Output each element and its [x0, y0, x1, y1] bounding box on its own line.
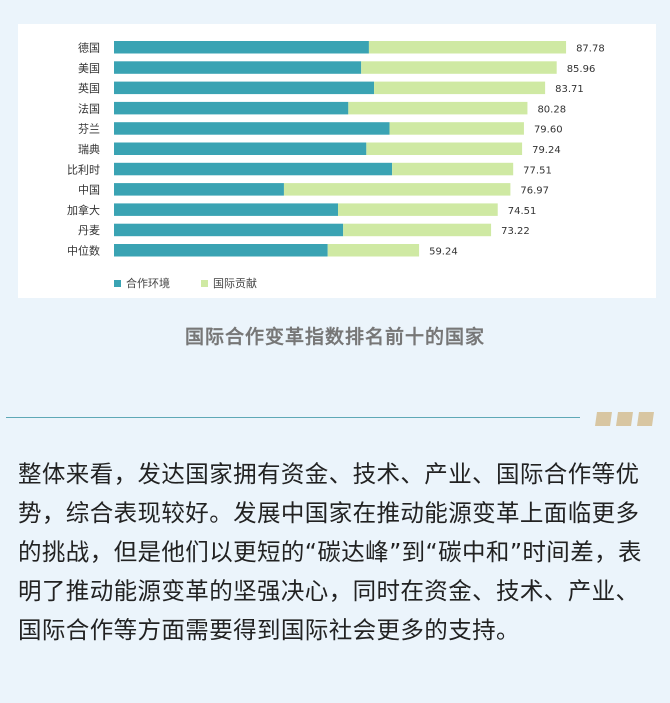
- bar-segment-cooperation: [114, 41, 369, 54]
- total-value-label: 85.96: [567, 64, 596, 75]
- bar-segment-contribution: [361, 61, 557, 74]
- bar-segment-cooperation: [114, 244, 328, 257]
- bar-segment-cooperation: [114, 81, 375, 95]
- category-label: 中位数: [67, 244, 100, 258]
- bar-segment-cooperation: [114, 122, 390, 135]
- bar-segment-cooperation: [114, 203, 339, 216]
- chart-caption: 国际合作变革指数排名前十的国家: [184, 326, 485, 348]
- legend-swatch: [114, 280, 121, 287]
- body-paragraph: 整体来看，发达国家拥有资金、技术、产业、国际合作等优势，综合表现较好。发展中国家…: [18, 460, 642, 644]
- category-label: 美国: [78, 62, 100, 75]
- total-value-label: 76.97: [520, 186, 549, 197]
- deco-square: [595, 412, 612, 426]
- bar-segment-cooperation: [114, 183, 284, 196]
- bar-segment-cooperation: [114, 142, 367, 155]
- total-value-label: 83.71: [555, 84, 584, 95]
- category-label: 法国: [78, 101, 100, 115]
- bar-segment-contribution: [366, 142, 523, 155]
- bar-segment-contribution: [392, 162, 514, 176]
- category-label: 加拿大: [67, 203, 100, 217]
- category-label: 比利时: [67, 163, 100, 176]
- deco-square: [637, 412, 654, 426]
- category-label: 英国: [78, 81, 100, 95]
- decorative-squares: [595, 411, 659, 430]
- bar-segment-contribution: [374, 81, 546, 95]
- bar-segment-contribution: [327, 244, 420, 257]
- deco-square: [616, 412, 633, 426]
- bar-segment-contribution: [338, 203, 498, 216]
- total-value-label: 87.78: [576, 44, 605, 55]
- divider-line: [6, 417, 580, 418]
- bar-segment-cooperation: [114, 162, 393, 176]
- total-value-label: 77.51: [523, 165, 552, 176]
- bar-segment-contribution: [283, 183, 511, 196]
- legend-label: 国际贡献: [213, 276, 257, 290]
- total-value-label: 79.24: [532, 145, 561, 156]
- total-value-label: 59.24: [429, 247, 458, 258]
- category-label: 中国: [78, 184, 100, 197]
- total-value-label: 73.22: [501, 226, 530, 237]
- bar-segment-cooperation: [114, 101, 349, 115]
- bar-segment-contribution: [389, 122, 524, 135]
- bar-segment-cooperation: [114, 223, 344, 237]
- chart-card: 德国 87.78 美国 85.96 英国 83.71 法国 80.28 芬兰 79.60 瑞典 79.…: [18, 24, 656, 298]
- bar-segment-contribution: [348, 101, 528, 115]
- category-label: 德国: [78, 41, 100, 55]
- category-label: 芬兰: [78, 123, 100, 136]
- total-value-label: 74.51: [508, 206, 537, 217]
- legend-swatch: [201, 280, 208, 287]
- bar-segment-contribution: [368, 41, 567, 54]
- category-label: 瑞典: [78, 142, 100, 156]
- category-label: 丹麦: [78, 224, 100, 237]
- total-value-label: 80.28: [537, 104, 566, 115]
- legend-label: 合作环境: [126, 276, 170, 290]
- bar-segment-contribution: [343, 223, 492, 237]
- total-value-label: 79.60: [534, 125, 563, 136]
- stacked-bar-chart: 德国 87.78 美国 85.96 英国 83.71 法国 80.28 芬兰 79.60 瑞典 79.…: [67, 41, 605, 291]
- bar-segment-cooperation: [114, 61, 362, 74]
